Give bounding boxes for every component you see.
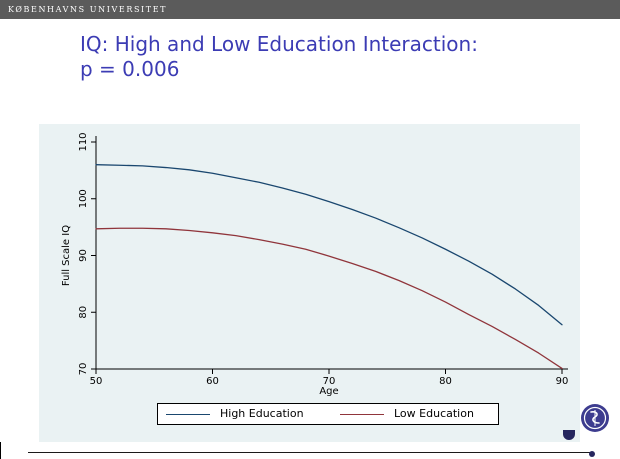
left-edge-rule bbox=[0, 442, 1, 459]
series-line-low-education bbox=[95, 227, 563, 370]
chart-legend: High Education Low Education bbox=[157, 403, 499, 425]
x-tick-label-90: 90 bbox=[556, 376, 569, 387]
x-tick-label-50: 50 bbox=[90, 376, 103, 387]
header-bar: KØBENHAVNS UNIVERSITET bbox=[0, 0, 620, 19]
y-tick-label-70: 70 bbox=[78, 363, 89, 376]
legend-entry-low-education: Low Education bbox=[340, 404, 474, 424]
y-tick-label-100: 100 bbox=[78, 189, 89, 208]
legend-label-low-education: Low Education bbox=[394, 407, 474, 420]
slide-title-line-1: IQ: High and Low Education Interaction: bbox=[80, 32, 478, 56]
y-axis-title: Full Scale IQ bbox=[61, 225, 72, 286]
slide-title: IQ: High and Low Education Interaction: … bbox=[80, 32, 580, 82]
x-tick-label-70: 70 bbox=[323, 376, 336, 387]
corner-mark bbox=[563, 430, 575, 440]
legend-swatch-high-education bbox=[166, 413, 210, 415]
slide-title-line-2: p = 0.006 bbox=[80, 57, 180, 81]
x-axis-title: Age bbox=[319, 386, 338, 397]
series-line-high-education bbox=[95, 164, 563, 326]
y-tick-label-90: 90 bbox=[78, 249, 89, 262]
legend-label-high-education: High Education bbox=[220, 407, 304, 420]
legend-swatch-low-education bbox=[340, 413, 384, 415]
chart-panel: 70 80 90 100 110 50 60 70 80 90 Age Full Scale IQ H… bbox=[39, 124, 580, 442]
legend-entry-high-education: High Education bbox=[166, 404, 304, 424]
y-tick-label-110: 110 bbox=[78, 132, 89, 151]
x-tick-label-60: 60 bbox=[206, 376, 219, 387]
corner-dot bbox=[589, 451, 595, 457]
university-seal-icon bbox=[581, 404, 609, 432]
x-tick-label-80: 80 bbox=[439, 376, 452, 387]
university-name: KØBENHAVNS UNIVERSITET bbox=[8, 5, 168, 14]
footer-rule bbox=[28, 452, 594, 453]
iq-age-line-chart: 70 80 90 100 110 50 60 70 80 90 Age Full Scale IQ bbox=[61, 132, 569, 397]
y-tick-label-80: 80 bbox=[78, 306, 89, 319]
